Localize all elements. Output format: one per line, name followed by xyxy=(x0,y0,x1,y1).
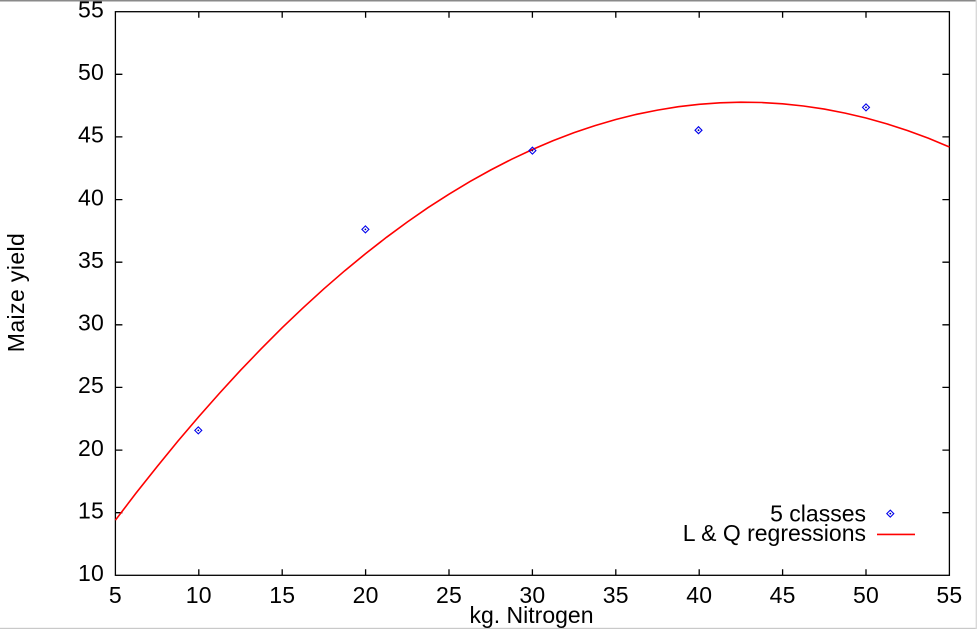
svg-text:10: 10 xyxy=(78,560,104,586)
svg-text:Maize yield: Maize yield xyxy=(3,233,29,352)
svg-text:30: 30 xyxy=(519,582,545,608)
svg-text:20: 20 xyxy=(78,435,104,461)
svg-text:15: 15 xyxy=(269,582,295,608)
svg-text:25: 25 xyxy=(78,372,104,398)
svg-text:20: 20 xyxy=(353,582,379,608)
svg-text:45: 45 xyxy=(770,582,796,608)
svg-text:15: 15 xyxy=(78,498,104,524)
svg-text:5 classes: 5 classes xyxy=(770,501,866,527)
svg-text:50: 50 xyxy=(853,582,879,608)
svg-text:25: 25 xyxy=(436,582,462,608)
svg-text:55: 55 xyxy=(936,582,962,608)
svg-text:40: 40 xyxy=(78,184,104,210)
svg-text:30: 30 xyxy=(78,310,104,336)
svg-text:35: 35 xyxy=(603,582,629,608)
svg-text:45: 45 xyxy=(78,122,104,148)
svg-text:40: 40 xyxy=(686,582,712,608)
svg-text:35: 35 xyxy=(78,247,104,273)
svg-text:55: 55 xyxy=(78,0,104,23)
svg-text:50: 50 xyxy=(78,59,104,85)
svg-text:10: 10 xyxy=(186,582,212,608)
svg-text:5: 5 xyxy=(109,582,122,608)
svg-text:L & Q regressions: L & Q regressions xyxy=(683,520,866,546)
svg-text:kg. Nitrogen: kg. Nitrogen xyxy=(469,602,593,628)
